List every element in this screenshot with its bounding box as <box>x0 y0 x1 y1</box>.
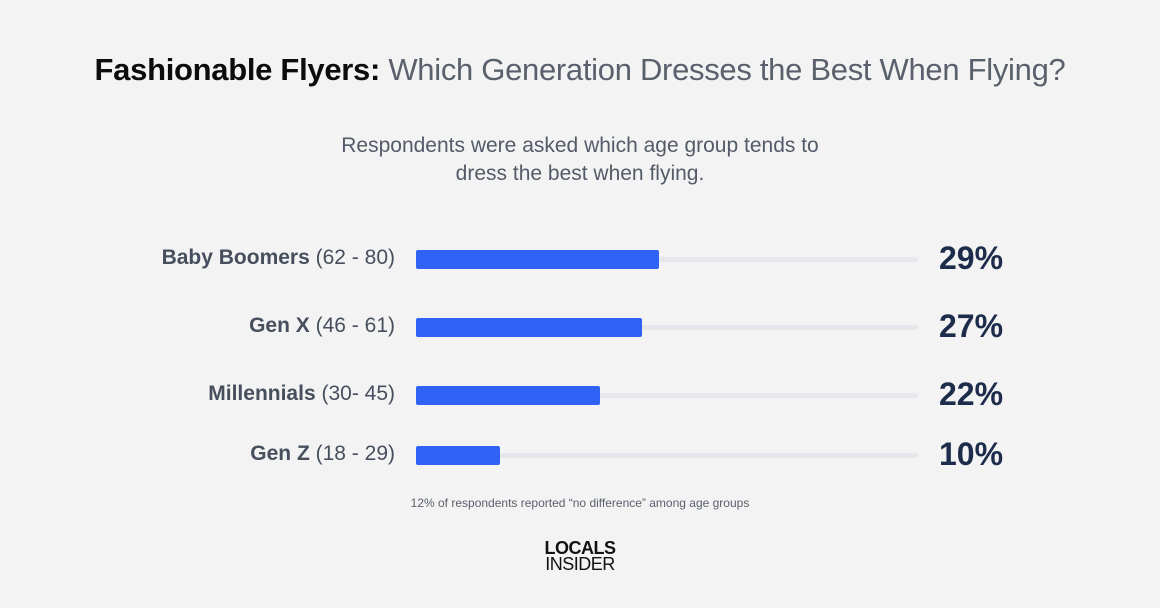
bar-track <box>416 453 918 458</box>
category-range: (62 - 80) <box>315 246 395 269</box>
bar <box>416 446 500 465</box>
category-name: Gen X <box>249 314 310 337</box>
bar-row: Baby Boomers (62 - 80) 29% <box>0 238 1160 278</box>
category-range: (18 - 29) <box>315 442 395 465</box>
category-name: Gen Z <box>250 442 310 465</box>
chart-subtitle: Respondents were asked which age group t… <box>341 134 819 185</box>
bar-row: Gen Z (18 - 29) 10% <box>0 434 1160 474</box>
bar <box>416 250 659 269</box>
value-label: 27% <box>939 308 1004 344</box>
logo-line2: INSIDER <box>545 554 615 574</box>
category-label: Gen Z (18 - 29) <box>250 442 395 466</box>
value-label: 10% <box>939 436 1004 472</box>
bar-row: Gen X (46 - 61) 27% <box>0 306 1160 346</box>
footnote: 12% of respondents reported “no differen… <box>410 496 750 510</box>
bar-track <box>416 257 918 262</box>
bar <box>416 386 601 405</box>
value-label: 29% <box>939 240 1004 276</box>
bar-track <box>416 393 918 398</box>
category-label: Baby Boomers (62 - 80) <box>162 246 395 270</box>
category-label: Gen X (46 - 61) <box>249 314 395 338</box>
locals-insider-logo: LOCALS INSIDER <box>0 538 1160 574</box>
category-range: (46 - 61) <box>315 314 395 337</box>
bar <box>416 318 642 337</box>
chart-title: Fashionable Flyers: Which Generation Dre… <box>0 52 1160 88</box>
bar-track <box>416 325 918 330</box>
title-bold: Fashionable Flyers: <box>94 52 381 87</box>
logo-line1: LOCALS <box>544 538 617 558</box>
bar-row: Millennials (30- 45) 22% <box>0 374 1160 414</box>
category-label: Millennials (30- 45) <box>208 382 395 406</box>
category-name: Baby Boomers <box>161 246 310 269</box>
category-range: (30- 45) <box>321 382 395 405</box>
title-text: Which Generation Dresses the Best When F… <box>388 52 1066 87</box>
value-label: 22% <box>939 376 1004 412</box>
category-name: Millennials <box>208 382 316 405</box>
